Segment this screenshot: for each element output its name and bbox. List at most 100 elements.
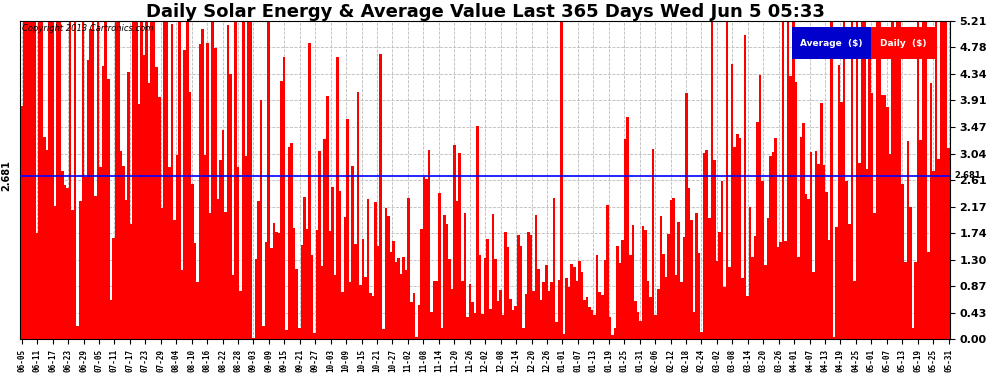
Bar <box>619 262 622 339</box>
FancyBboxPatch shape <box>792 27 871 59</box>
Title: Daily Solar Energy & Average Value Last 365 Days Wed Jun 5 05:33: Daily Solar Energy & Average Value Last … <box>146 3 825 21</box>
Bar <box>591 310 593 339</box>
Bar <box>565 278 568 339</box>
Bar <box>635 301 637 339</box>
Bar <box>581 272 583 339</box>
Bar <box>316 230 319 339</box>
Bar <box>486 239 489 339</box>
Bar <box>120 151 123 339</box>
Bar <box>471 302 473 339</box>
Bar <box>680 282 682 339</box>
Bar <box>176 155 178 339</box>
Bar <box>685 93 688 339</box>
Bar <box>828 240 831 339</box>
Bar <box>489 309 491 339</box>
Bar <box>245 156 248 339</box>
Bar <box>461 281 463 339</box>
Bar <box>771 152 774 339</box>
Bar <box>540 300 543 339</box>
Bar <box>512 310 515 339</box>
Bar <box>232 274 235 339</box>
Bar <box>415 337 418 339</box>
Bar <box>881 95 884 339</box>
Bar <box>94 196 97 339</box>
Bar <box>810 153 813 339</box>
Bar <box>688 188 690 339</box>
Bar <box>199 44 201 339</box>
Bar <box>466 317 468 339</box>
Bar <box>31 21 34 339</box>
Bar <box>420 229 423 339</box>
Bar <box>706 150 708 339</box>
Bar <box>364 278 366 339</box>
Bar <box>265 242 267 339</box>
Bar <box>41 21 44 339</box>
Bar <box>570 264 573 339</box>
Bar <box>909 207 912 339</box>
Bar <box>815 151 818 339</box>
Bar <box>369 293 372 339</box>
Bar <box>351 166 354 339</box>
Bar <box>899 21 902 339</box>
Bar <box>599 292 601 339</box>
Bar <box>855 21 858 339</box>
Bar <box>716 261 718 339</box>
Bar <box>497 300 499 339</box>
Bar <box>387 216 390 339</box>
Bar <box>729 267 731 339</box>
Bar <box>545 265 547 339</box>
Bar <box>593 315 596 339</box>
Bar <box>267 21 270 339</box>
Bar <box>930 83 932 339</box>
Bar <box>502 315 504 339</box>
Bar <box>515 306 517 339</box>
Bar <box>324 139 326 339</box>
Bar <box>795 82 797 339</box>
Bar <box>876 21 878 339</box>
Bar <box>568 287 570 339</box>
Bar <box>871 93 873 339</box>
Bar <box>280 81 283 339</box>
Bar <box>575 281 578 339</box>
Bar <box>494 259 497 339</box>
Bar <box>374 202 377 339</box>
Bar <box>667 234 670 339</box>
Bar <box>907 141 909 339</box>
Bar <box>219 159 222 339</box>
Bar <box>400 274 402 339</box>
Bar <box>112 238 115 339</box>
Bar <box>842 21 845 339</box>
Bar <box>672 198 675 339</box>
Bar <box>700 332 703 339</box>
Bar <box>902 184 904 339</box>
Bar <box>886 106 889 339</box>
Bar <box>235 21 237 339</box>
Bar <box>413 293 415 339</box>
Bar <box>277 233 280 339</box>
Bar <box>468 284 471 339</box>
Bar <box>774 138 777 339</box>
Bar <box>128 72 130 339</box>
Bar <box>326 96 329 339</box>
Bar <box>178 21 181 339</box>
Bar <box>784 241 787 339</box>
Bar <box>392 241 395 339</box>
Bar <box>183 50 186 339</box>
Bar <box>927 252 930 339</box>
Bar <box>476 126 479 339</box>
Bar <box>217 200 219 339</box>
Bar <box>547 291 550 339</box>
Bar <box>390 252 392 339</box>
Bar <box>766 218 769 339</box>
Bar <box>533 291 535 339</box>
Bar <box>329 231 331 339</box>
Bar <box>769 156 771 339</box>
Bar <box>377 246 379 339</box>
Bar <box>552 198 555 339</box>
Bar <box>155 67 158 339</box>
Bar <box>868 50 871 339</box>
Bar <box>807 199 810 339</box>
Bar <box>925 21 927 339</box>
Bar <box>344 216 346 339</box>
Bar <box>334 275 337 339</box>
